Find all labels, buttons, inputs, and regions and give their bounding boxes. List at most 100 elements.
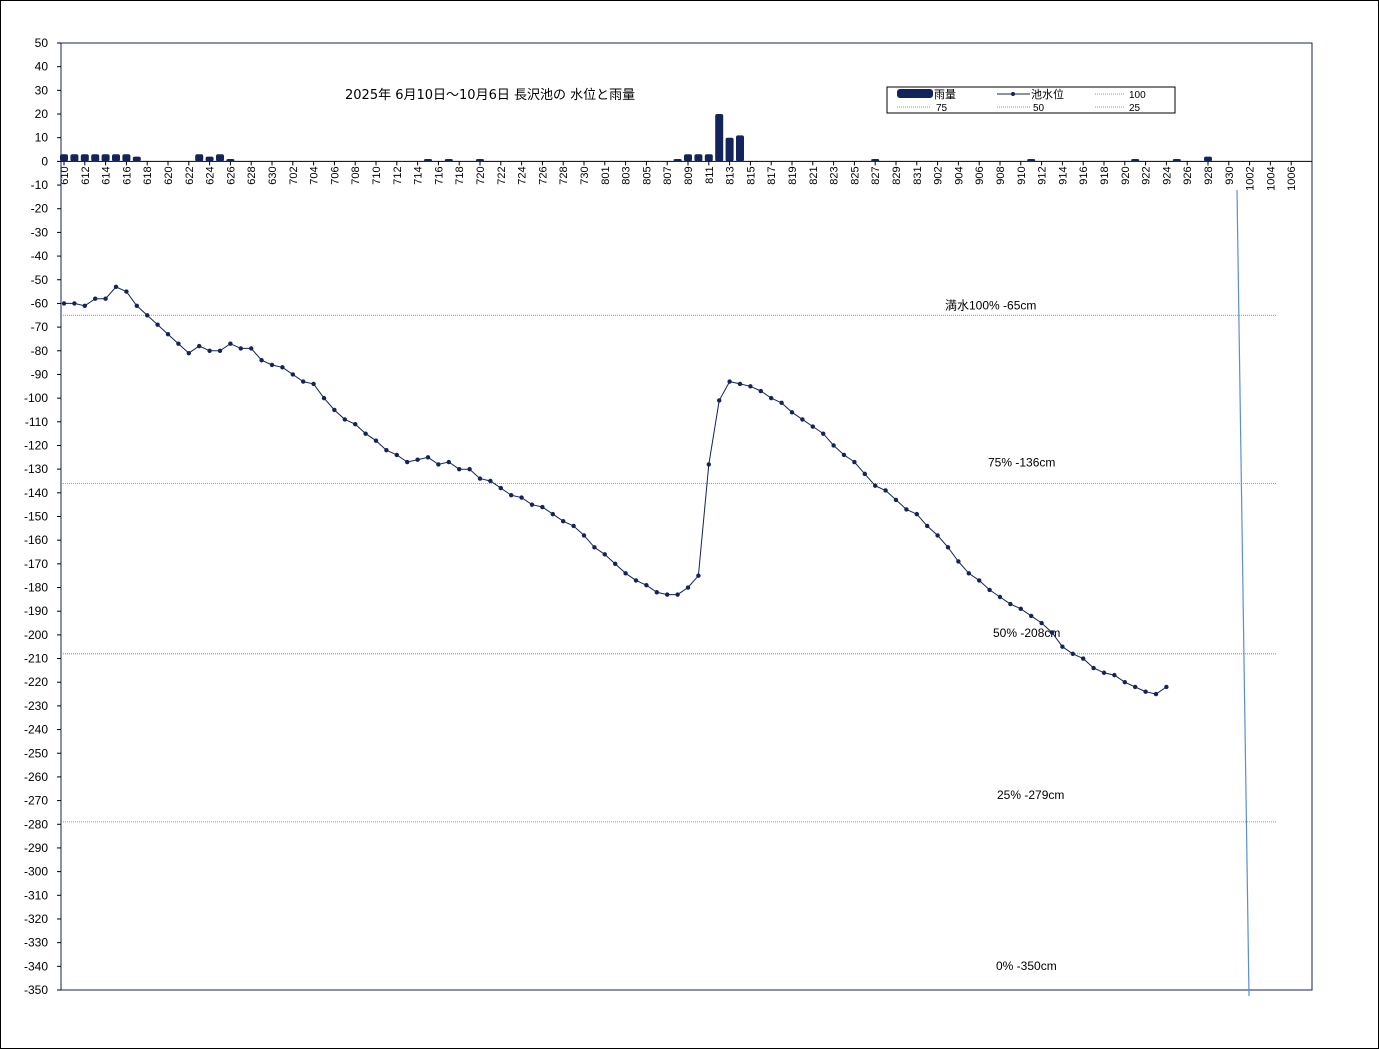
x-tick-label: 930	[1224, 166, 1236, 184]
water-level-point	[675, 592, 680, 597]
y-tick-label: -40	[31, 249, 49, 263]
water-level-point	[436, 462, 441, 467]
water-level-point	[1091, 665, 1096, 671]
x-tick-label: 829	[891, 166, 903, 184]
y-tick-label: -150	[24, 510, 48, 524]
x-tick-label: 916	[1078, 166, 1090, 184]
x-tick-label: 910	[1016, 166, 1028, 184]
rain-bar	[195, 154, 204, 162]
water-level-point	[925, 523, 930, 529]
rain-bar	[871, 159, 880, 162]
y-tick-label: -330	[24, 936, 48, 950]
rain-bars	[60, 114, 1212, 162]
water-level-series	[61, 284, 1169, 697]
x-tick-label: 724	[517, 166, 529, 184]
water-level-point	[956, 559, 961, 564]
water-level-point	[363, 431, 368, 436]
y-tick-label: -210	[24, 652, 48, 666]
water-level-point	[477, 476, 483, 481]
water-level-point	[1049, 630, 1055, 635]
y-tick-label: 0	[41, 154, 48, 168]
water-level-point	[779, 400, 784, 406]
rain-bar	[101, 154, 110, 162]
x-tick-label: 902	[933, 166, 945, 184]
water-level-point	[145, 313, 150, 318]
x-tick-label: 614	[101, 166, 113, 184]
y-tick-label: -180	[24, 581, 48, 595]
reference-label-25: 25% -279cm	[997, 788, 1064, 802]
water-level-point	[623, 571, 628, 576]
x-tick-label: 726	[537, 166, 549, 184]
x-tick-label: 1006	[1286, 166, 1298, 190]
water-level-point	[581, 533, 587, 538]
water-level-point	[1101, 670, 1107, 675]
x-tick-label: 906	[974, 166, 986, 184]
x-tick-label: 710	[371, 166, 383, 184]
water-level-point	[1008, 601, 1013, 607]
water-level-point	[217, 348, 223, 353]
water-level-point	[1122, 680, 1128, 685]
y-tick-label: -110	[25, 415, 48, 429]
x-tick-label: 922	[1141, 166, 1153, 184]
other-series-stroke	[1236, 189, 1250, 997]
x-tick-label: 825	[849, 166, 861, 184]
y-tick-label: 50	[35, 36, 49, 50]
water-level-point	[852, 459, 857, 465]
water-level-point	[488, 478, 493, 484]
y-tick-label: -190	[24, 604, 48, 618]
water-level-point	[373, 438, 379, 443]
water-level-point	[696, 573, 701, 578]
water-level-point	[61, 301, 67, 306]
y-tick-label: 30	[35, 83, 49, 97]
x-tick-label: 918	[1099, 166, 1111, 184]
water-level-point	[727, 379, 732, 384]
water-level-point	[207, 348, 212, 353]
y-tick-label: -200	[24, 628, 48, 642]
x-tick-label: 630	[267, 166, 279, 184]
water-level-point	[446, 459, 451, 465]
water-level-point	[1133, 684, 1138, 690]
legend-level-marker	[1011, 92, 1015, 96]
y-tick-label: -140	[24, 486, 48, 500]
y-tick-label: -100	[24, 391, 48, 405]
water-level-point	[342, 417, 347, 422]
rain-bar	[424, 159, 432, 162]
water-level-point	[561, 519, 566, 524]
y-tick-label: -220	[24, 675, 48, 689]
x-tick-label: 926	[1182, 166, 1194, 184]
y-tick-label: -130	[24, 462, 48, 476]
y-tick-label: -300	[24, 865, 48, 879]
water-level-point	[789, 410, 795, 415]
rain-bar	[444, 159, 453, 162]
rain-bar	[112, 154, 120, 162]
water-level-point	[737, 381, 743, 387]
x-tick-label: 827	[870, 166, 882, 184]
rain-bar	[725, 137, 734, 162]
reference-label-100: 満水100% -65cm	[945, 298, 1036, 312]
water-level-point	[1070, 651, 1076, 657]
legend-25-label: 25	[1129, 103, 1141, 114]
rain-bar	[205, 156, 214, 162]
y-tick-label: -310	[24, 888, 48, 902]
reference-label-50: 50% -208cm	[993, 626, 1060, 640]
water-level-point	[613, 561, 618, 567]
rain-bar	[1131, 159, 1140, 162]
water-level-point	[321, 395, 327, 401]
y-tick-label: -30	[31, 225, 49, 239]
water-level-point	[415, 457, 420, 462]
x-tick-label: 908	[995, 166, 1007, 184]
x-tick-label: 616	[121, 166, 133, 184]
water-level-point	[353, 421, 358, 427]
rain-bar	[70, 154, 79, 162]
y-tick-label: -120	[24, 438, 48, 452]
x-tick-label: 801	[600, 166, 612, 184]
x-tick-label: 612	[80, 166, 92, 184]
y-tick-label: -80	[31, 344, 49, 358]
x-tick-label: 819	[787, 166, 799, 184]
x-tick-label: 720	[475, 166, 487, 184]
x-tick-label: 618	[142, 166, 154, 184]
rain-bar	[673, 159, 682, 162]
water-level-point	[977, 578, 982, 583]
water-level-point	[269, 362, 275, 368]
